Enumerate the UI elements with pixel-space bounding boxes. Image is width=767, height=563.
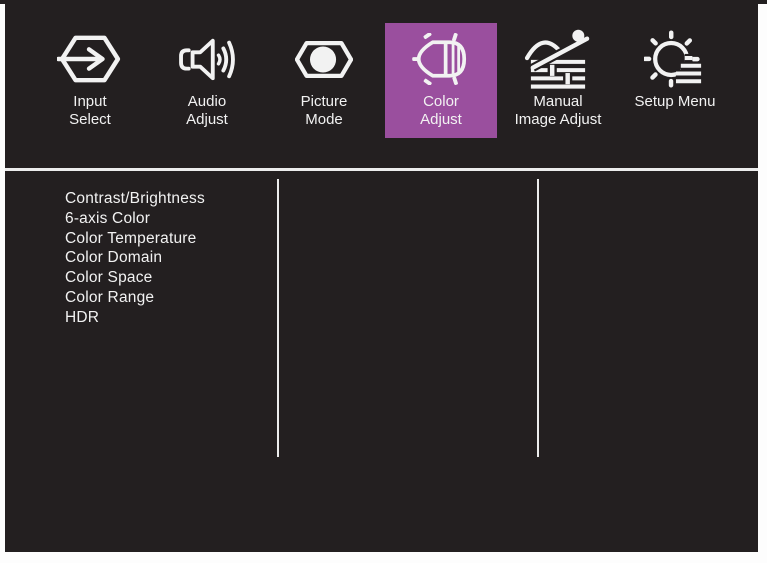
input-select-icon (57, 29, 123, 89)
menu-item-color-space[interactable]: Color Space (65, 269, 153, 287)
osd-panel: Input Select Audio Adjust (5, 0, 758, 552)
tab-label: Audio Adjust (186, 93, 228, 128)
tab-setup-menu[interactable]: Setup Menu (619, 23, 731, 138)
menu-item-color-domain[interactable]: Color Domain (65, 249, 163, 267)
osd-tab-bar: Input Select Audio Adjust (5, 0, 758, 169)
setup-menu-icon (644, 29, 706, 89)
tab-color-adjust[interactable]: Color Adjust (385, 23, 497, 138)
tab-picture-mode[interactable]: Picture Mode (268, 23, 380, 138)
tab-input-select[interactable]: Input Select (34, 23, 146, 138)
menu-item-color-temperature[interactable]: Color Temperature (65, 229, 197, 247)
column-divider-left (277, 179, 279, 457)
tab-label: Input Select (69, 93, 111, 128)
tab-label: Manual Image Adjust (514, 93, 602, 128)
color-adjust-icon (412, 29, 470, 89)
audio-adjust-icon (175, 29, 239, 89)
column-divider-right (537, 179, 539, 457)
tab-audio-adjust[interactable]: Audio Adjust (151, 23, 263, 138)
menu-item-hdr[interactable]: HDR (65, 308, 100, 326)
menu-item-color-range[interactable]: Color Range (65, 288, 155, 306)
picture-mode-icon (295, 29, 353, 89)
color-adjust-menu-list: Contrast/Brightness 6-axis Color Color T… (65, 189, 205, 328)
tab-manual-image-adjust[interactable]: Manual Image Adjust (502, 23, 614, 138)
tab-label: Color Adjust (420, 93, 462, 128)
menu-item-6-axis-color[interactable]: 6-axis Color (65, 209, 151, 227)
header-separator-line (5, 168, 758, 171)
tab-label: Setup Menu (634, 93, 716, 110)
manual-image-adjust-icon (524, 29, 592, 89)
menu-item-contrast-brightness[interactable]: Contrast/Brightness (65, 190, 205, 207)
tab-label: Picture Mode (300, 93, 348, 128)
